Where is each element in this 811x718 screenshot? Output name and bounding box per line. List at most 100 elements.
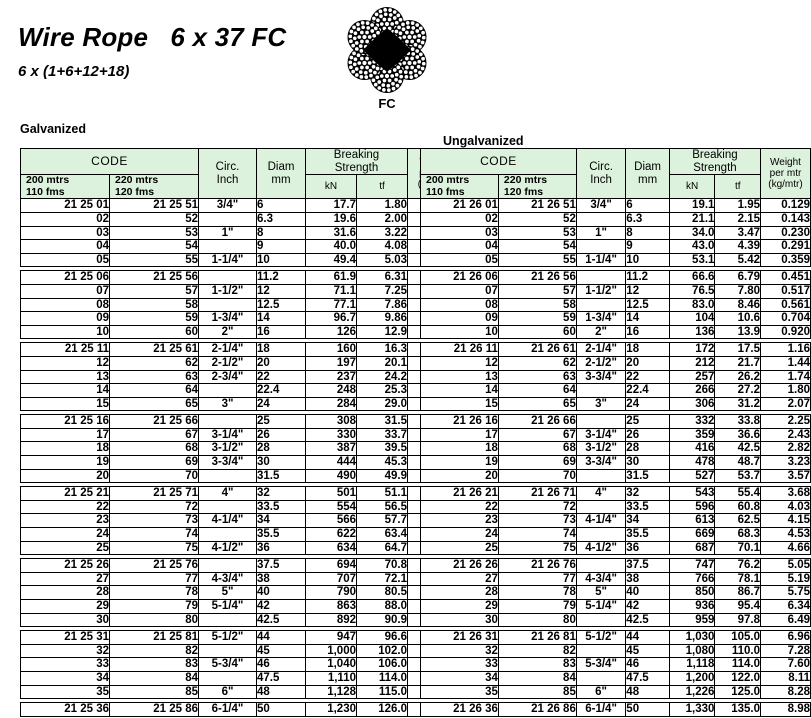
ungalvanized-table-head: CODE Circ. Inch Diam mm Breaking Strengt… <box>420 147 811 200</box>
cell-breaking-tf: 20.1 <box>356 355 408 371</box>
cell-diameter: 28 <box>625 441 670 457</box>
cell-circumference: 4-3/4" <box>198 571 257 587</box>
cell-circumference: 2-3/4" <box>198 369 257 385</box>
cell-diameter: 33.5 <box>625 499 670 515</box>
cell-diameter: 8 <box>625 225 670 241</box>
cell-code-200: 17 <box>20 427 110 443</box>
cell-code-200: 22 <box>420 499 499 515</box>
cell-circumference: 1-1/2" <box>198 283 257 299</box>
page-title: Wire Rope 6 x 37 FC <box>18 22 287 52</box>
cell-weight: 0.704 <box>760 311 811 326</box>
cell-breaking-kn: 83.0 <box>668 297 716 313</box>
cell-weight: 0.129 <box>760 198 811 213</box>
cell-code-220: 78 <box>497 585 577 600</box>
cell-circumference <box>575 558 627 573</box>
cell-code-200: 24 <box>420 527 499 542</box>
cell-breaking-kn: 863 <box>305 599 357 614</box>
cell-code-200: 14 <box>20 383 110 398</box>
cell-code-200: 20 <box>420 468 499 484</box>
cell-diameter: 6.3 <box>625 211 670 227</box>
cell-breaking-kn: 790 <box>305 585 357 600</box>
th-code-220mtrs: 220 mtrs 120 fms <box>497 174 577 200</box>
cell-circumference: 1-3/4" <box>198 311 257 326</box>
cell-circumference: 6" <box>575 684 627 700</box>
cell-circumference <box>198 270 257 285</box>
cell-weight: 8.11 <box>760 670 811 686</box>
cell-code-220: 58 <box>109 297 199 313</box>
cell-breaking-tf: 55.4 <box>714 486 761 501</box>
cell-diameter: 6 <box>256 198 306 213</box>
cell-breaking-kn: 257 <box>668 369 716 385</box>
cell-breaking-tf: 78.1 <box>714 571 761 587</box>
cell-code-220: 65 <box>109 396 199 412</box>
cell-breaking-kn: 1,226 <box>668 684 716 700</box>
th-code-200mtrs: 200 mtrs 110 fms <box>20 174 110 200</box>
cell-breaking-kn: 1,200 <box>668 670 716 686</box>
cell-code-200: 35 <box>420 684 499 700</box>
cell-breaking-tf: 8.46 <box>714 297 761 313</box>
cell-breaking-kn: 634 <box>305 540 357 556</box>
cell-code-200: 14 <box>420 383 499 398</box>
cell-breaking-kn: 330 <box>305 427 357 443</box>
cell-diameter: 10 <box>625 252 670 268</box>
cell-code-200: 29 <box>20 599 110 614</box>
cell-code-220: 68 <box>497 441 577 457</box>
cell-breaking-tf: 115.0 <box>356 684 408 700</box>
cell-breaking-tf: 1.95 <box>714 198 761 213</box>
cell-weight: 3.57 <box>760 468 811 484</box>
cell-code-220: 68 <box>109 441 199 457</box>
cell-breaking-kn: 1,230 <box>305 702 357 717</box>
cell-circumference <box>575 468 627 484</box>
cell-weight: 8.98 <box>760 702 811 717</box>
cell-breaking-kn: 172 <box>668 342 716 357</box>
cell-diameter: 47.5 <box>256 670 306 686</box>
cell-code-220: 53 <box>109 225 199 241</box>
cell-diameter: 11.2 <box>625 270 670 285</box>
cell-code-220: 64 <box>109 383 199 398</box>
cell-code-200: 19 <box>20 455 110 470</box>
cell-breaking-tf: 26.2 <box>714 369 761 385</box>
cell-circumference: 5-3/4" <box>575 657 627 672</box>
cell-code-220: 58 <box>497 297 577 313</box>
th-diam: Diam mm <box>625 147 670 200</box>
cell-diameter: 34 <box>256 513 306 529</box>
cell-diameter: 37.5 <box>256 558 306 573</box>
cell-weight: 0.291 <box>760 239 811 254</box>
cell-breaking-tf: 114.0 <box>356 670 408 686</box>
cell-code-220: 21 25 86 <box>109 702 199 717</box>
th-breaking-strength: Breaking Strength <box>668 147 762 176</box>
cell-code-220: 21 26 71 <box>497 486 577 501</box>
cell-code-200: 21 25 01 <box>20 198 110 213</box>
cell-code-200: 34 <box>20 670 110 686</box>
cell-code-200: 05 <box>20 252 110 268</box>
th-unit-kn: kN <box>305 174 357 200</box>
table-row: 05 55 1-1/4" 10 53.1 5.42 0.359 <box>420 252 811 268</box>
cell-breaking-kn: 1,030 <box>668 630 716 645</box>
cell-circumference: 1-1/2" <box>575 283 627 299</box>
cell-code-220: 52 <box>497 211 577 227</box>
table-row: 20 70 31.5 527 53.7 3.57 <box>420 468 811 484</box>
cell-circumference: 4-1/2" <box>575 540 627 556</box>
cell-code-220: 69 <box>109 455 199 470</box>
cell-code-220: 54 <box>497 239 577 254</box>
cell-code-220: 21 26 61 <box>497 342 577 357</box>
cell-code-200: 23 <box>20 513 110 529</box>
galvanized-table-wrapper: CODE Circ. Inch Diam mm Breaking Strengt… <box>20 147 463 717</box>
cell-code-200: 13 <box>20 369 110 385</box>
cell-code-200: 03 <box>20 225 110 241</box>
cell-breaking-kn: 687 <box>668 540 716 556</box>
cell-circumference: 3-1/4" <box>198 427 257 443</box>
cell-diameter: 32 <box>256 486 306 501</box>
cell-breaking-tf: 31.2 <box>714 396 761 412</box>
cell-code-220: 85 <box>109 684 199 700</box>
table-row: 30 80 42.5 959 97.8 6.49 <box>420 612 811 628</box>
cell-circumference <box>575 499 627 515</box>
cell-diameter: 14 <box>256 311 306 326</box>
page-subtitle: 6 x (1+6+12+18) <box>18 63 130 80</box>
cell-code-220: 21 25 66 <box>109 414 199 429</box>
cell-diameter: 9 <box>256 239 306 254</box>
